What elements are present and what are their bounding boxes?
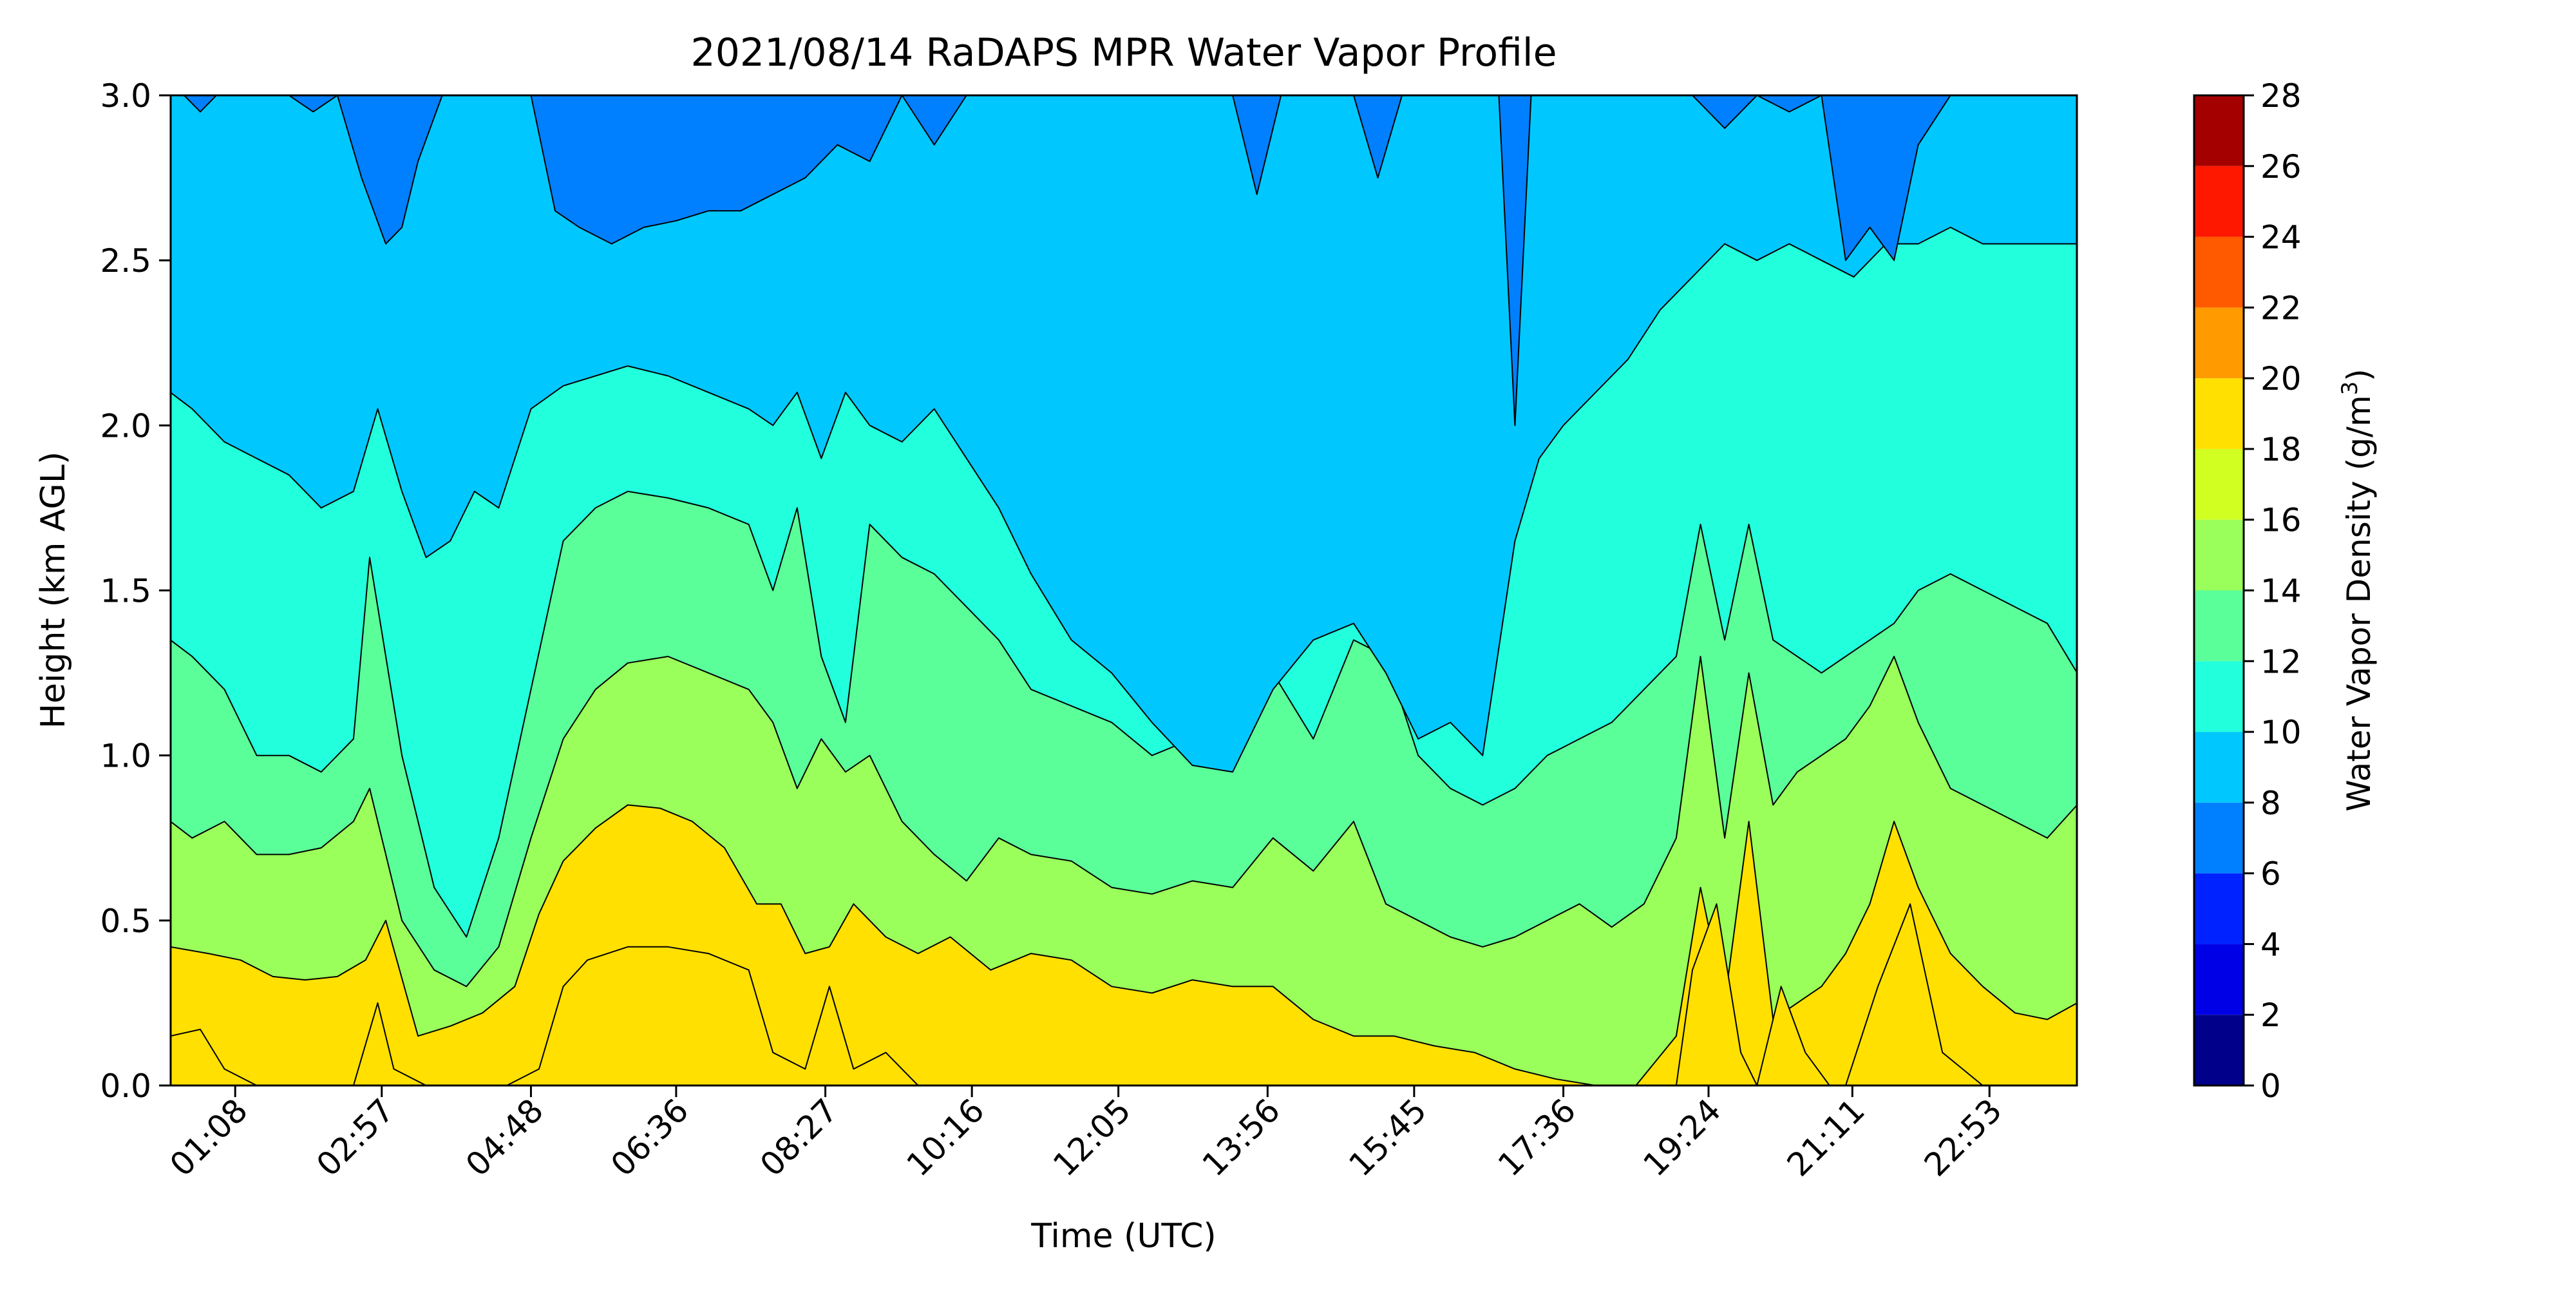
x-tick-label: 17:36 bbox=[1491, 1091, 1583, 1183]
plot-area bbox=[171, 95, 2077, 1085]
colorbar-tick-label: 4 bbox=[2260, 926, 2281, 963]
colorbar-segment bbox=[2194, 1015, 2244, 1085]
colorbar-segment bbox=[2194, 873, 2244, 944]
y-tick-label: 0.0 bbox=[100, 1067, 151, 1105]
y-tick-label: 1.5 bbox=[100, 573, 151, 610]
x-axis-label: Time (UTC) bbox=[1030, 1217, 1216, 1256]
colorbar-tick-label: 26 bbox=[2260, 148, 2302, 186]
x-tick-label: 01:08 bbox=[163, 1091, 255, 1183]
colorbar-tick-label: 0 bbox=[2260, 1067, 2281, 1105]
x-tick-label: 08:27 bbox=[753, 1091, 845, 1183]
colorbar-segment bbox=[2194, 732, 2244, 803]
x-axis: 01:08 02:57 04:48 06:36 08:27 10:16 12:05 13:56… bbox=[163, 1085, 2009, 1183]
x-tick-label: 19:24 bbox=[1636, 1091, 1728, 1183]
x-tick-label: 06:36 bbox=[603, 1091, 696, 1183]
colorbar-label-main: Water Vapor Density (g/m bbox=[2340, 395, 2378, 811]
x-tick-label: 21:11 bbox=[1780, 1091, 1872, 1183]
colorbar-segment bbox=[2194, 378, 2244, 449]
colorbar-tick-label: 16 bbox=[2260, 502, 2302, 539]
x-tick-label: 13:56 bbox=[1195, 1091, 1287, 1183]
x-tick-label: 02:57 bbox=[309, 1091, 401, 1183]
colorbar-label-end: ) bbox=[2340, 368, 2378, 381]
colorbar-segment bbox=[2194, 661, 2244, 732]
colorbar-tick-label: 20 bbox=[2260, 360, 2302, 397]
colorbar-segment bbox=[2194, 307, 2244, 379]
x-tick-label: 22:53 bbox=[1917, 1091, 2009, 1183]
x-tick-label: 15:45 bbox=[1341, 1091, 1434, 1183]
chart-title: 2021/08/14 RaDAPS MPR Water Vapor Profil… bbox=[691, 30, 1557, 75]
colorbar-tick-label: 18 bbox=[2260, 431, 2302, 468]
colorbar-segment bbox=[2194, 590, 2244, 662]
colorbar-segment bbox=[2194, 944, 2244, 1015]
y-tick-label: 2.0 bbox=[100, 407, 151, 445]
x-tick-label: 10:16 bbox=[900, 1091, 992, 1183]
colorbar-tick-label: 12 bbox=[2260, 643, 2302, 680]
colorbar-tick-label: 8 bbox=[2260, 785, 2281, 822]
contour-band-8 bbox=[171, 95, 2077, 426]
colorbar-tick-label: 14 bbox=[2260, 573, 2302, 610]
colorbar-segment bbox=[2194, 236, 2244, 308]
x-tick-label: 12:05 bbox=[1046, 1091, 1138, 1183]
y-tick-label: 1.0 bbox=[100, 738, 151, 775]
colorbar-segment bbox=[2194, 166, 2244, 237]
y-axis-label: Height (km AGL) bbox=[34, 452, 73, 729]
colorbar-tick-label: 2 bbox=[2260, 997, 2281, 1034]
colorbar-segment bbox=[2194, 519, 2244, 591]
colorbar-tick-label: 6 bbox=[2260, 856, 2281, 893]
colorbar-segment bbox=[2194, 95, 2244, 166]
colorbar-label-sup: 3 bbox=[2337, 381, 2363, 396]
y-tick-label: 0.5 bbox=[100, 903, 151, 940]
colorbar-tick-label: 28 bbox=[2260, 77, 2302, 115]
colorbar-segment bbox=[2194, 448, 2244, 520]
colorbar-label: Water Vapor Density (g/m3) bbox=[2337, 368, 2378, 811]
contour-band-10 bbox=[171, 95, 2077, 773]
y-tick-label: 3.0 bbox=[100, 77, 151, 115]
colorbar-tick-label: 22 bbox=[2260, 289, 2302, 327]
colorbar-segment bbox=[2194, 802, 2244, 874]
colorbar-tick-label: 10 bbox=[2260, 714, 2302, 751]
y-axis: 0.0 0.5 1.0 1.5 2.0 2.5 3.0 bbox=[100, 77, 171, 1105]
contour-band-18 bbox=[171, 903, 2077, 1085]
colorbar-tick-label: 24 bbox=[2260, 219, 2302, 256]
x-tick-label: 04:48 bbox=[459, 1091, 551, 1183]
y-tick-label: 2.5 bbox=[100, 242, 151, 280]
